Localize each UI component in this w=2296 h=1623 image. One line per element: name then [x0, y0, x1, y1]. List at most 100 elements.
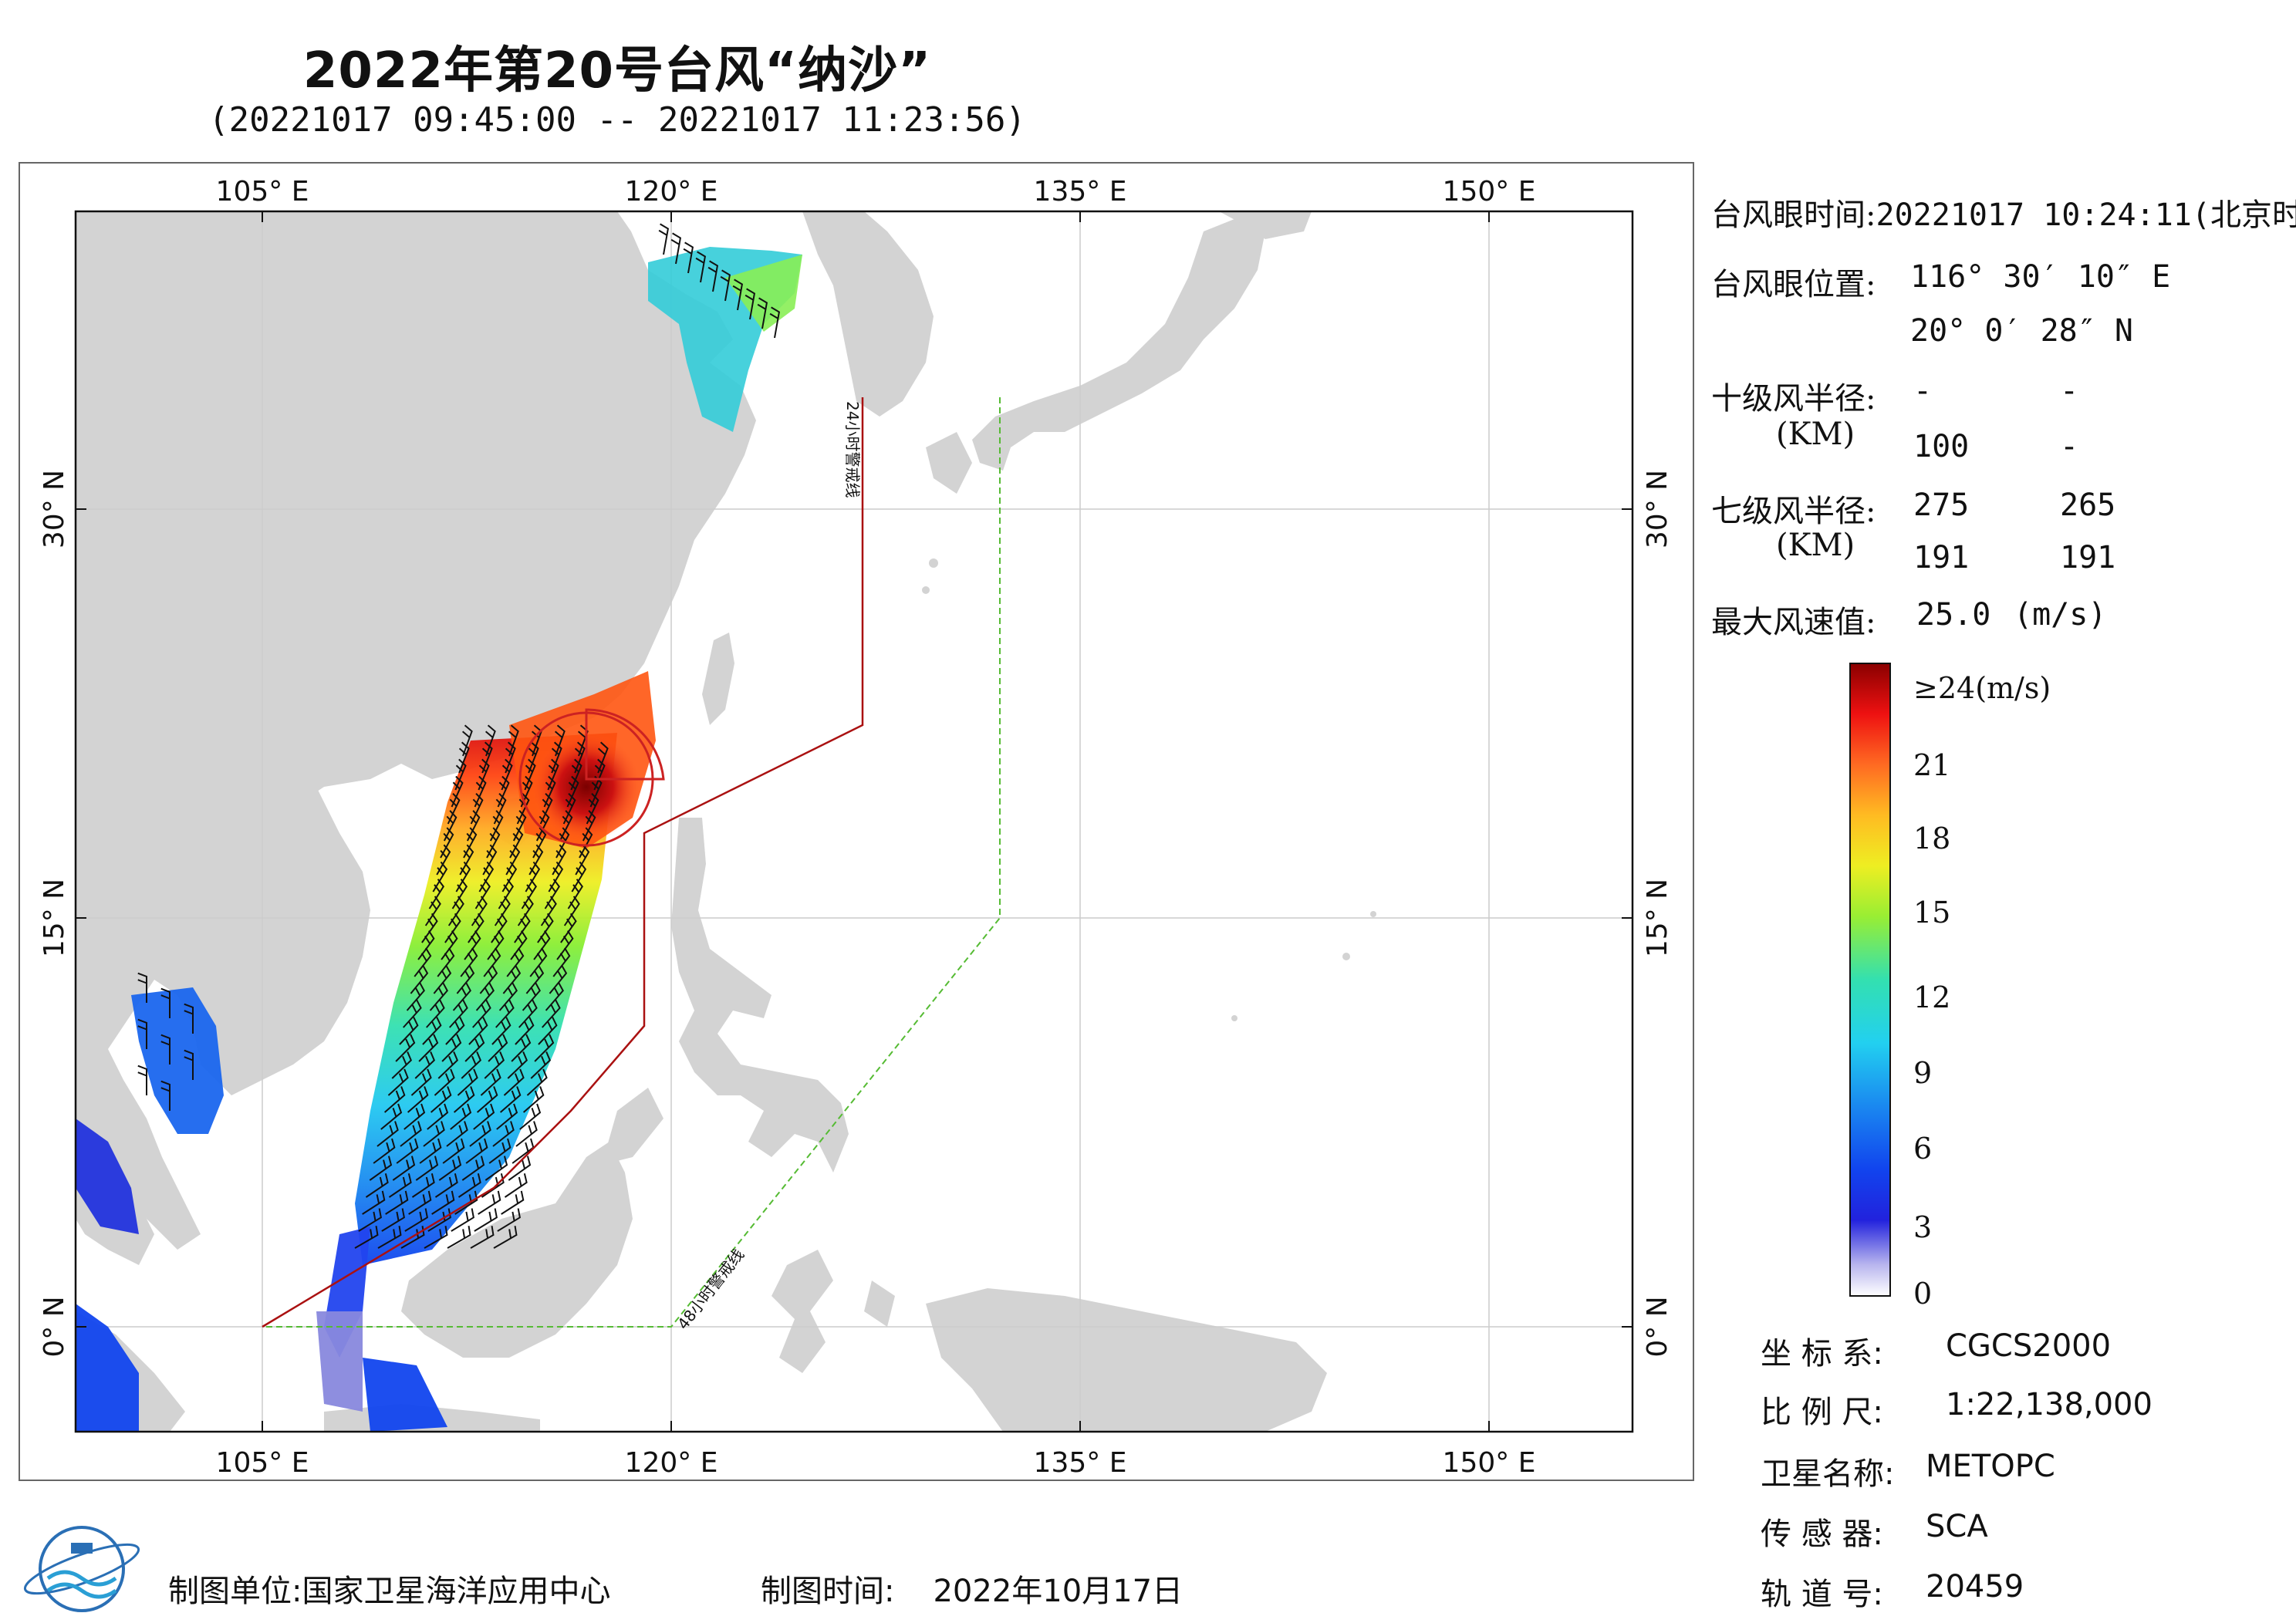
date-value: 2022年10月17日 [933, 1574, 1183, 1609]
wind-barb [506, 947, 525, 977]
wind-barb [478, 1190, 501, 1215]
wind-barb [184, 1003, 194, 1034]
wind-barb [421, 913, 438, 943]
wind-barb [555, 827, 570, 859]
wind-barb [441, 930, 458, 960]
wind-barb [488, 1034, 508, 1062]
wind-barb [399, 1017, 419, 1045]
wind-barb [463, 827, 478, 859]
crs-value: CGCS2000 [1946, 1328, 2112, 1364]
wind-barb [362, 1190, 386, 1215]
colorbar-label: 21 [1913, 748, 1950, 782]
max-wind-unit: (m/s) [2014, 597, 2107, 633]
wind-barb [532, 827, 547, 859]
wind-barb [530, 1051, 552, 1079]
wind-barb [562, 792, 576, 825]
wind-barb [440, 827, 454, 859]
warning-line-48h [262, 397, 1001, 1328]
producer-row: 制图单位:国家卫星海洋应用中心 [168, 1566, 610, 1611]
wind-barb [482, 844, 498, 876]
wind-barb [526, 1068, 548, 1096]
eye-longitude: 116° 30′ 10″ E [1910, 259, 2171, 295]
wind-barb [395, 1034, 416, 1062]
r10-value: - [2060, 429, 2079, 464]
colorbar-label: 9 [1913, 1056, 1932, 1090]
wind-barb [732, 278, 744, 311]
wind-barb [497, 775, 510, 808]
warning-line-24h-label: 24小时警戒线 [843, 401, 862, 498]
map-title: 2022年第20号台风“纳沙” [302, 42, 932, 100]
wind-barb [502, 964, 522, 994]
lat-tick-label-left: 0° N [39, 1296, 70, 1357]
wind-barb [511, 1034, 532, 1062]
r7-value: 191 [2060, 540, 2116, 575]
wind-barb [461, 1156, 485, 1181]
lon-tick-label-top: 105° E [216, 176, 309, 208]
wind-barb [464, 930, 481, 960]
wind-barb [563, 896, 580, 926]
wind-barb [515, 1121, 538, 1147]
wind-barb [470, 1225, 495, 1249]
wind-barb [528, 741, 539, 774]
wind-barb [437, 1051, 459, 1079]
wind-barb [559, 810, 573, 842]
wind-barb [525, 964, 545, 994]
wind-barb [470, 792, 484, 825]
wind-barb [478, 861, 495, 892]
wind-barb [451, 775, 464, 808]
wind-barb [670, 232, 682, 265]
wind-barb [683, 241, 694, 274]
wind-barb [577, 724, 589, 757]
wind-barb [720, 269, 731, 302]
wind-barb [504, 1173, 528, 1198]
wind-barb [505, 844, 521, 876]
wind-barb [464, 1034, 485, 1062]
wind-barb [544, 879, 560, 909]
producer-label: 制图单位: [168, 1574, 302, 1609]
wind-barb [489, 810, 504, 842]
wind-barb [468, 1017, 488, 1045]
wind-barb [543, 775, 556, 808]
wind-barb [501, 758, 513, 791]
wind-barb [447, 792, 461, 825]
wind-barb [579, 827, 593, 859]
wind-barb [567, 879, 583, 909]
wind-barb [505, 741, 516, 774]
graticule [76, 211, 1633, 1432]
wind-barb [369, 1156, 393, 1181]
colorbar-label: 3 [1913, 1210, 1932, 1244]
lat-labels-right: 30° N 15° N 0° N [1642, 470, 1673, 1358]
wind-barb [480, 1068, 501, 1096]
wind-barb [434, 1068, 455, 1096]
wind-barb [437, 947, 455, 977]
eye-time-label: 台风眼时间: [1711, 197, 1876, 233]
wind-barb [452, 982, 471, 1011]
wind-barb [432, 861, 448, 892]
wind-barb [542, 999, 561, 1028]
wind-barb [443, 810, 458, 842]
wind-barb [757, 297, 768, 329]
wind-barb [457, 1068, 478, 1096]
lat-tick-label-right: 0° N [1642, 1296, 1673, 1357]
wind-barb [538, 1017, 558, 1045]
wind-barb [454, 758, 467, 791]
wind-barb [417, 930, 435, 960]
wind-barb [514, 913, 531, 943]
wind-barb [451, 1208, 474, 1232]
map-outer-frame [19, 162, 1694, 1481]
wind-barb [459, 844, 474, 876]
colorbar-label: 18 [1913, 822, 1950, 855]
wind-barb [509, 827, 524, 859]
wind-barb [493, 1225, 518, 1249]
wind-barbs [137, 223, 781, 1249]
wind-barb [447, 1225, 471, 1249]
wind-barb [570, 758, 582, 791]
axis-ticks [76, 211, 1633, 1432]
wind-barb [377, 1225, 402, 1249]
eye-latitude: 20° 0′ 28″ N [1910, 313, 2133, 349]
crs-label: 坐 标 系: [1761, 1336, 1883, 1372]
wind-barb [658, 223, 670, 255]
wind-barb [518, 999, 538, 1028]
wind-barb [471, 896, 488, 926]
wind-barb [548, 861, 564, 892]
